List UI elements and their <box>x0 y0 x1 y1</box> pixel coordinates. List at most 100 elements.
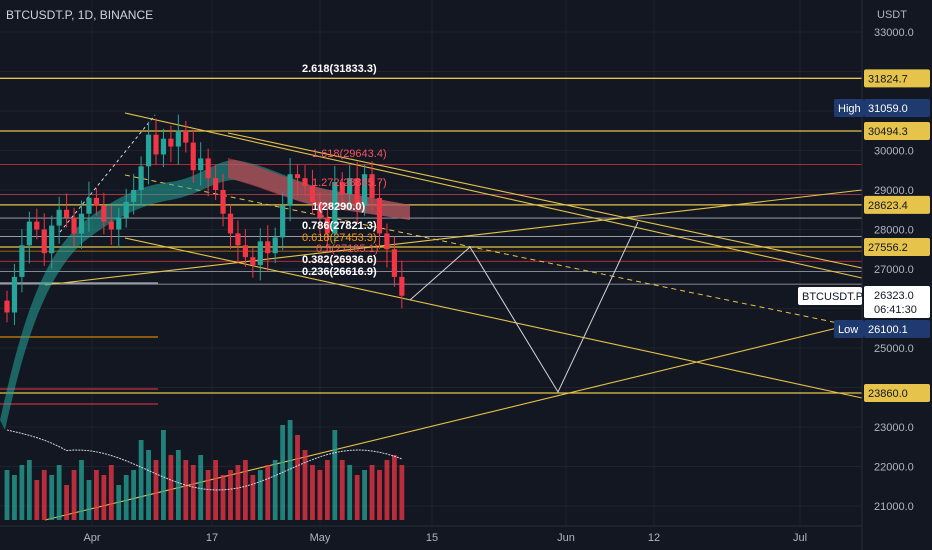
volume-bar <box>392 455 397 520</box>
volume-bars <box>4 420 405 520</box>
time-tick: Apr <box>83 532 100 544</box>
candle-body <box>64 209 70 218</box>
volume-bar <box>198 455 204 520</box>
candle-body <box>71 217 77 234</box>
volume-bar <box>19 465 25 520</box>
fib-label: 1(28290.0) <box>312 201 366 213</box>
price-tick: 21000.0 <box>874 501 914 513</box>
trend-line <box>44 321 863 521</box>
volume-bar <box>339 460 345 520</box>
candle-body <box>138 166 144 190</box>
drawings-layer[interactable] <box>0 77 863 521</box>
last-price-bg <box>864 286 930 318</box>
candle-body <box>339 182 345 194</box>
volume-bar <box>123 475 129 520</box>
badge-31824-bg <box>864 69 930 88</box>
volume-bar <box>399 465 405 520</box>
volume-bar <box>101 475 107 520</box>
candle-body <box>399 276 405 296</box>
candle-body <box>183 130 189 143</box>
price-axis[interactable]: USDT 33000.0 30000.0 29000.0 28000.0 27000.0 2… <box>861 0 932 550</box>
volume-bar <box>34 480 40 520</box>
symbol-title[interactable]: BTCUSDT.P, 1D, BINANCE <box>6 8 154 22</box>
candle-body <box>19 245 25 277</box>
price-tick: 29000.0 <box>874 185 914 197</box>
volume-bar <box>377 470 382 520</box>
time-tick: 17 <box>206 532 218 544</box>
fib-label: 0.618(27453.3) <box>302 232 377 244</box>
time-axis[interactable]: Apr 17 May 15 Jun 12 Jul <box>0 525 862 544</box>
candle-body <box>369 174 375 198</box>
candle-body <box>227 213 234 234</box>
volume-bar <box>183 460 189 520</box>
badge-23860: 23860.0 <box>868 388 908 400</box>
last-price: 26323.0 <box>874 290 914 302</box>
candle-body <box>131 190 137 202</box>
candle-body <box>302 178 308 187</box>
volume-bar <box>79 460 84 520</box>
fib-label: 1.272(28885.7) <box>312 177 387 189</box>
candle-body <box>86 197 92 214</box>
trend-line <box>124 112 863 279</box>
volume-bar <box>41 470 47 520</box>
candle-body <box>280 205 286 238</box>
volume-bar <box>369 465 375 520</box>
time-tick: 15 <box>426 532 438 544</box>
volume-bar <box>317 470 323 520</box>
volume-bar <box>265 465 271 520</box>
volume-bar <box>56 465 62 520</box>
volume-bar <box>310 465 315 520</box>
candle-body <box>93 197 99 206</box>
candle-body <box>347 178 353 194</box>
low-label: Low <box>838 324 858 336</box>
volume-bar <box>205 470 211 520</box>
price-tick: 23000.0 <box>874 422 914 434</box>
volume-bar <box>108 465 114 520</box>
candle-body <box>160 138 167 155</box>
volume-bar <box>272 460 278 520</box>
candle-body <box>116 217 122 230</box>
badge-30494-bg <box>864 121 930 140</box>
badge-30494: 30494.3 <box>868 126 908 138</box>
candle-body <box>190 142 196 171</box>
volume-bar <box>153 460 159 520</box>
candle-body <box>56 209 62 226</box>
volume-bar <box>190 465 196 520</box>
low-value: 26100.1 <box>868 324 908 336</box>
high-value-bg <box>864 99 930 117</box>
price-badges: 31824.7 High 31059.0 30494.3 28623.4 27556.2 B… <box>798 69 930 403</box>
candle-body <box>153 134 159 155</box>
time-tick: 12 <box>648 532 660 544</box>
symbol-badge-bg <box>798 287 862 305</box>
candle-body <box>34 221 40 230</box>
volume-bar <box>26 460 32 520</box>
low-label-bg <box>834 320 864 338</box>
candle-body <box>272 237 278 254</box>
badge-31824: 31824.7 <box>868 73 908 85</box>
time-tick: Jul <box>793 532 807 544</box>
volume-bar <box>257 470 263 520</box>
symbol-badge: BTCUSDT.P <box>802 291 863 303</box>
volume-ma-line <box>6 429 403 491</box>
badge-28623: 28623.4 <box>868 200 908 212</box>
volume-bar <box>235 465 241 520</box>
candle-body <box>242 245 248 258</box>
volume-bar <box>354 475 360 520</box>
candle-body <box>205 158 211 179</box>
volume-bar <box>324 460 330 520</box>
high-label-bg <box>834 99 864 117</box>
candle-body <box>168 138 174 147</box>
time-tick: Jun <box>557 532 575 544</box>
high-value: 31059.0 <box>868 103 908 115</box>
volume-bar <box>175 450 181 520</box>
volume-bar <box>332 430 338 520</box>
fib-label: 0.786(27821.3) <box>302 220 377 232</box>
volume-bar <box>12 475 17 520</box>
volume-bar <box>4 470 10 520</box>
volume-bar <box>168 455 174 520</box>
candle-body <box>175 130 181 147</box>
fib-label: 1.618(29643.4) <box>312 148 387 160</box>
candle-body <box>78 213 85 234</box>
